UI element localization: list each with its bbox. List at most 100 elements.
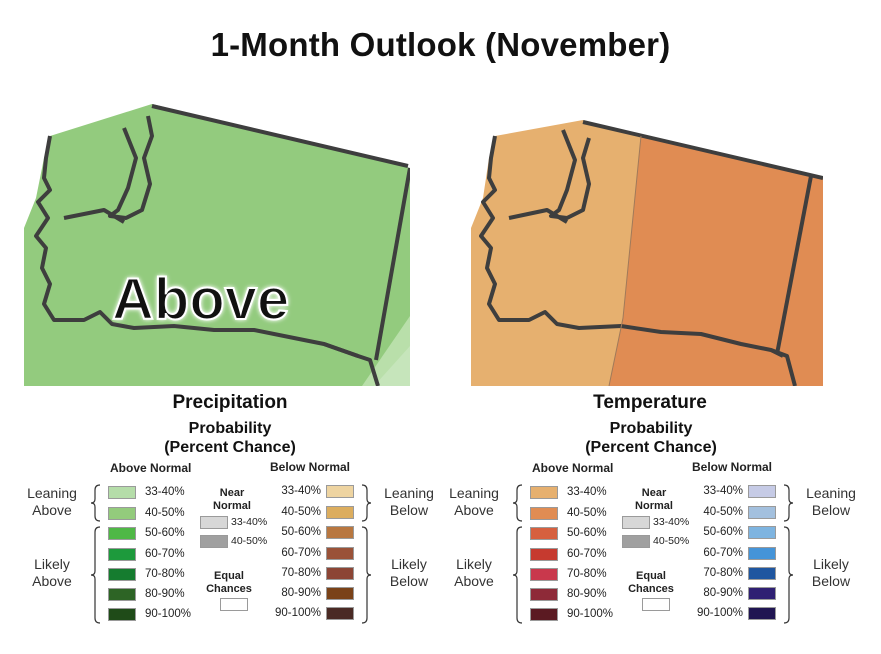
temperature-likely-above-label: Likely Above <box>446 556 502 590</box>
temperature-below-swatch <box>748 567 776 580</box>
temperature-above-range: 60-70% <box>567 548 607 560</box>
precipitation-equal-chances-swatch <box>220 598 248 611</box>
precipitation-below-swatch <box>326 587 354 600</box>
temp-leaning-region <box>471 120 641 386</box>
temp-canada-border <box>582 120 823 180</box>
temperature-likely-above-brace <box>512 526 523 624</box>
precipitation-above-range: 70-80% <box>145 568 185 580</box>
precipitation-above-swatch <box>108 588 136 601</box>
precipitation-below-range: 80-90% <box>281 587 321 599</box>
temperature-near-swatch <box>622 535 650 548</box>
temperature-near-range: 40-50% <box>653 535 690 547</box>
temperature-below-swatch <box>748 587 776 600</box>
precipitation-likely-below-1: Likely <box>391 556 427 572</box>
precipitation-above-normal-heading: Above Normal <box>110 461 192 475</box>
temperature-below-swatch <box>748 526 776 539</box>
temp-probability-title: Probability (Percent Chance) <box>551 419 751 457</box>
precipitation-below-range: 50-60% <box>281 526 321 538</box>
temperature-map <box>471 98 823 386</box>
temperature-below-range: 60-70% <box>703 547 743 559</box>
precipitation-above-swatch <box>108 548 136 561</box>
precipitation-equal-line-1: Equal <box>214 570 244 582</box>
precipitation-above-swatch <box>108 507 136 520</box>
precipitation-near-swatch <box>200 535 228 548</box>
page-title: 1-Month Outlook (November) <box>210 26 671 63</box>
temperature-leaning-below-label: Leaning Below <box>803 485 859 519</box>
temp-idaho-border <box>775 175 813 355</box>
precipitation-near-range: 40-50% <box>231 535 268 547</box>
temperature-leaning-above-brace <box>512 484 523 522</box>
temperature-below-swatch <box>748 607 776 620</box>
temperature-above-swatch <box>530 527 558 540</box>
temperature-likely-below-brace <box>783 526 794 624</box>
temperature-below-normal-heading: Below Normal <box>692 460 773 474</box>
precipitation-below-range: 90-100% <box>274 607 321 619</box>
precipitation-leaning-above-2: Above <box>32 502 72 518</box>
precip-prob-line-1: Probability <box>188 420 272 437</box>
precip-coastline <box>34 135 359 358</box>
temperature-above-swatch <box>530 588 558 601</box>
precipitation-likely-below-2: Below <box>389 573 429 589</box>
temperature-below-range: 90-100% <box>696 607 743 619</box>
precipitation-equal-chances-label: Equal Chances <box>204 570 254 596</box>
precipitation-above-swatch <box>108 568 136 581</box>
precipitation-above-range: 60-70% <box>145 548 185 560</box>
precipitation-below-swatch <box>326 506 354 519</box>
temperature-below-swatch <box>748 547 776 560</box>
precipitation-below-range: 60-70% <box>281 547 321 559</box>
temperature-likely-below-1: Likely <box>813 556 849 572</box>
precipitation-title: Precipitation <box>172 392 288 413</box>
precip-prob-line-2: (Percent Chance) <box>164 439 296 456</box>
temperature-equal-line-1: Equal <box>636 570 666 582</box>
precip-probability-title: Probability (Percent Chance) <box>130 419 330 457</box>
temperature-near-normal-label: Near Normal <box>629 487 679 513</box>
precipitation-likely-above-1: Likely <box>34 556 70 572</box>
precipitation-above-swatch <box>108 486 136 499</box>
precip-washington-region <box>24 104 410 386</box>
precipitation-below-range: 33-40% <box>281 485 321 497</box>
temperature-title: Temperature <box>593 392 707 413</box>
precipitation-near-swatch <box>200 516 228 529</box>
temperature-near-range: 33-40% <box>653 516 690 528</box>
temperature-above-range: 33-40% <box>567 486 607 498</box>
temperature-above-swatch <box>530 608 558 621</box>
precipitation-below-range: 40-50% <box>281 506 321 518</box>
temperature-above-range: 40-50% <box>567 507 607 519</box>
temperature-below-range: 40-50% <box>703 506 743 518</box>
temperature-above-range: 90-100% <box>567 608 614 620</box>
precipitation-likely-below-label: Likely Below <box>381 556 437 590</box>
precipitation-above-range: 33-40% <box>145 486 185 498</box>
precipitation-leaning-below-1: Leaning <box>384 485 434 501</box>
precipitation-near-line-1: Near <box>219 487 245 499</box>
precipitation-below-swatch <box>326 485 354 498</box>
temperature-equal-chances-swatch <box>642 598 670 611</box>
precipitation-leaning-above-1: Leaning <box>27 485 77 501</box>
temperature-above-swatch <box>530 507 558 520</box>
temperature-above-range: 50-60% <box>567 527 607 539</box>
temperature-leaning-below-1: Leaning <box>806 485 856 501</box>
temp-oregon-border <box>770 348 797 386</box>
temperature-below-range: 70-80% <box>703 567 743 579</box>
temp-coastline <box>479 135 784 358</box>
temperature-likely-above-2: Above <box>454 573 494 589</box>
temperature-below-range: 50-60% <box>703 526 743 538</box>
temp-prob-line-2: (Percent Chance) <box>585 439 717 456</box>
temperature-above-range: 70-80% <box>567 568 607 580</box>
precipitation-map-svg <box>24 98 410 386</box>
temperature-leaning-above-2: Above <box>454 502 494 518</box>
precip-light-region-east <box>374 346 410 386</box>
temperature-below-range: 33-40% <box>703 485 743 497</box>
precipitation-above-range: 40-50% <box>145 507 185 519</box>
temperature-leaning-below-2: Below <box>811 502 851 518</box>
precipitation-below-swatch <box>326 526 354 539</box>
temperature-leaning-below-brace <box>783 484 794 522</box>
precipitation-likely-above-label: Likely Above <box>24 556 80 590</box>
temperature-below-range: 80-90% <box>703 587 743 599</box>
temperature-equal-chances-label: Equal Chances <box>626 570 676 596</box>
precipitation-leaning-above-label: Leaning Above <box>24 485 80 519</box>
temperature-below-swatch <box>748 485 776 498</box>
temp-likely-region <box>609 136 823 386</box>
precipitation-above-range: 90-100% <box>145 608 192 620</box>
temperature-above-swatch <box>530 548 558 561</box>
precipitation-map: Above <box>24 98 410 386</box>
